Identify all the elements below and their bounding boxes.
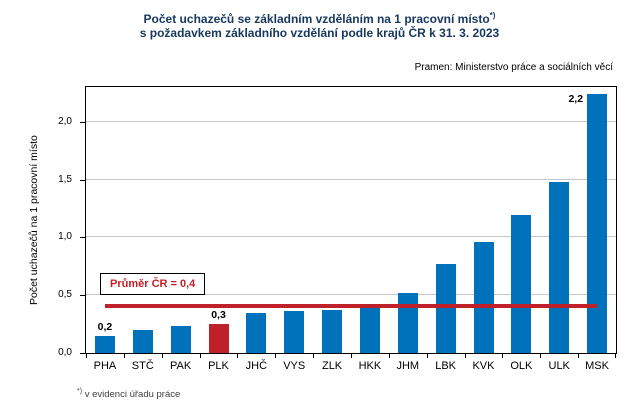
x-axis-label: ULK [548,360,570,372]
bar-vys [284,311,305,353]
bar-pha [94,335,115,353]
bar-value-label: 2,2 [568,92,584,105]
bar-value-label: 0,3 [211,309,226,322]
y-tick-label: 0,0 [58,347,72,358]
x-axis-label: OLK [510,360,533,372]
x-axis-label: JHM [396,360,420,372]
x-tick-mark [275,354,277,358]
x-tick-mark [464,354,466,358]
chart-title-line2: s požadavkem základního vzdělání podle k… [139,25,500,40]
chart-title: Počet uchazečů se základním vzděláním na… [0,9,639,40]
bar-zlk [322,310,343,353]
y-tick-mark [80,179,85,181]
bar-msk [587,93,608,353]
bar-stč [132,329,153,353]
title-footnote-marker: *) [489,11,496,20]
y-tick-label: 0,5 [58,289,72,301]
y-tick-mark [80,353,85,354]
x-tick-mark [540,354,542,358]
gridline [86,120,616,122]
bar-lbk [435,263,456,353]
x-axis-label: MSK [585,360,609,372]
average-annotation: Průměr ČR = 0,4 [100,273,206,295]
footnote: *) v evidenci úřadu práce [77,388,180,400]
bar-olk [511,215,532,353]
x-axis-label: PHA [93,360,117,372]
x-axis-label: PAK [170,360,192,372]
x-axis-label: ZLK [321,360,343,372]
bar-kvk [473,241,494,353]
y-tick-label: 2,0 [58,115,72,127]
average-line [104,303,598,308]
x-tick-mark [123,354,125,358]
bar-value-label: 0,2 [97,320,113,333]
x-tick-mark [388,354,390,358]
plot-area: Průměr ČR = 0,4 0,2 0,3 2,2 [85,86,617,354]
y-tick-label: 1,5 [58,173,72,185]
bar-pak [170,326,191,353]
x-tick-mark [86,354,87,358]
x-tick-mark [199,354,201,358]
x-axis-label: PLK [208,360,229,372]
x-tick-mark [578,354,580,358]
x-tick-mark [426,354,428,358]
gridline [86,294,616,296]
source-note: Pramen: Ministerstvo práce a sociálních … [414,62,613,73]
footnote-text: v evidenci úřadu práce [84,389,181,401]
chart-title-line1: Počet uchazečů se základním vzděláním na… [143,11,496,26]
y-tick-mark [80,295,85,297]
x-tick-mark [237,354,239,358]
x-tick-mark [351,354,352,358]
x-axis-label: LBK [435,360,457,372]
x-tick-mark [502,354,504,358]
bar-ulk [549,181,570,353]
x-axis-label: JHČ [245,360,268,372]
x-axis-label: HKK [358,360,382,372]
average-annotation-label: Průměr ČR = 0,4 [110,278,196,290]
footnote-marker: *) [77,388,83,395]
x-tick-mark [313,354,315,358]
y-tick-mark [80,121,85,123]
gridline [86,178,616,180]
y-tick-label: 1,0 [58,231,72,243]
x-tick-mark [615,354,616,358]
bar-hkk [359,304,380,353]
bar-plk [208,324,229,353]
bar-jhm [397,292,418,353]
x-axis-label: STČ [131,360,154,372]
y-tick-mark [80,237,85,239]
x-axis-label: KVK [472,360,495,372]
x-axis-label: VYS [283,360,306,372]
gridline [86,236,616,238]
x-tick-mark [161,354,163,358]
bar-jhč [246,312,267,353]
